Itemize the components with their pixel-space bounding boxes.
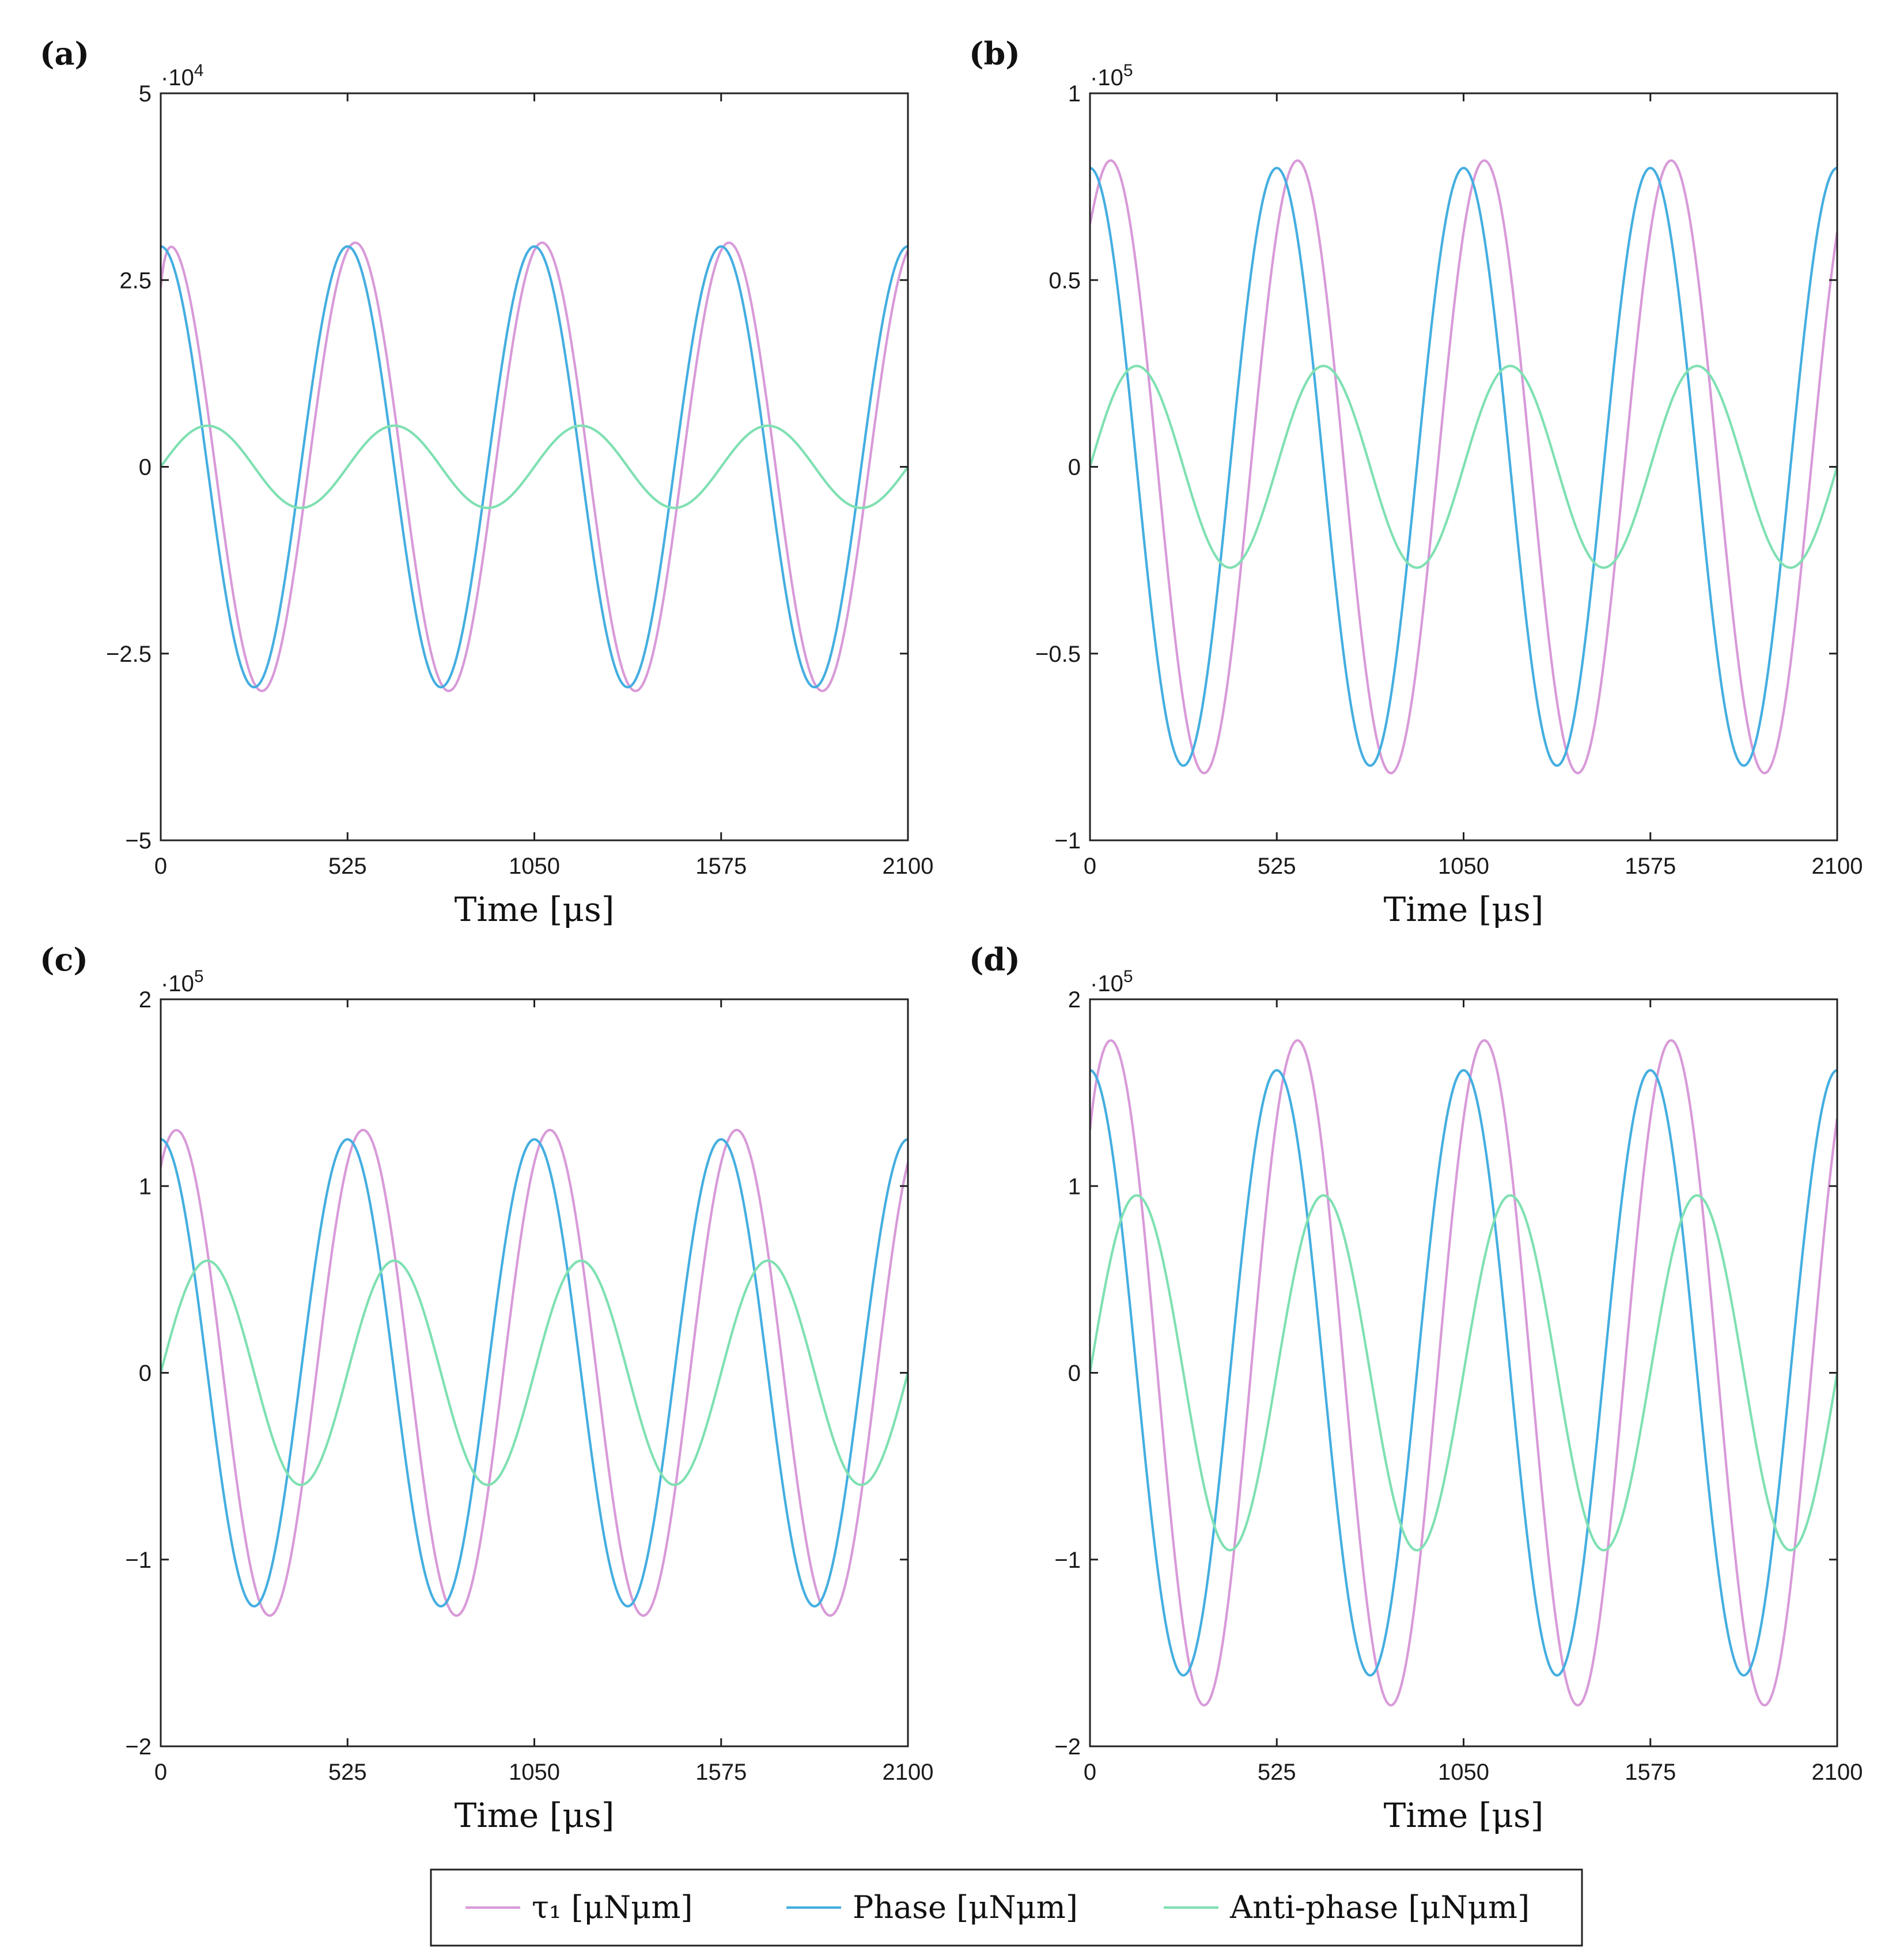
y-exponent-power: 5 (194, 967, 204, 986)
y-tick-label: 0 (1068, 455, 1081, 480)
y-exponent-label: ·105 (1090, 61, 1133, 90)
panel-label: (d) (969, 941, 1020, 978)
series-line-antiphase (161, 424, 908, 509)
y-tick-label: 2 (1068, 987, 1081, 1013)
panel-label: (c) (40, 941, 88, 978)
y-exponent-label: ·105 (161, 967, 204, 996)
chart-panel-d: (d) 0 525 1050 1575 2100 −2 −1 0 1 2 ·105 Time [μs] (969, 941, 1863, 1835)
y-tick-label: −2.5 (106, 642, 152, 667)
y-tick-label: 2.5 (119, 268, 152, 293)
x-tick-label: 2100 (1812, 854, 1863, 879)
x-axis-title: Time [μs] (455, 1796, 615, 1835)
series-line-antiphase (1090, 365, 1837, 569)
legend-item-tau1: τ₁ [μNμm] (465, 1889, 692, 1925)
y-tick-label: 1 (139, 1174, 152, 1199)
y-tick-label: 0 (139, 1361, 152, 1386)
y-exponent-base: ·10 (1090, 65, 1123, 90)
y-tick-label: −2 (125, 1734, 152, 1760)
y-tick-label: −1 (1054, 828, 1081, 854)
x-tick-label: 525 (1258, 1760, 1296, 1785)
x-tick-label: 1050 (509, 854, 560, 879)
chart-panel-c: (c) 0 525 1050 1575 2100 −2 −1 0 1 2 ·105 Time [μs] (40, 941, 933, 1835)
legend-label: Anti-phase [μNμm] (1229, 1889, 1530, 1925)
legend-item-antiphase: Anti-phase [μNμm] (1164, 1889, 1530, 1925)
x-tick-label: 1050 (1438, 854, 1489, 879)
y-exponent-label: ·105 (1090, 967, 1133, 996)
x-axis-title: Time [μs] (1384, 1796, 1544, 1835)
chart-panel-b: (b) 0 525 1050 1575 2100 −1 −0.5 0 0.5 1 ·105 Time [… (969, 35, 1863, 929)
series-line-phase (1090, 166, 1837, 767)
y-tick-label: −5 (125, 828, 152, 854)
x-tick-label: 0 (154, 1760, 167, 1785)
x-tick-label: 2100 (883, 854, 934, 879)
series-line-tau1 (1090, 1039, 1837, 1707)
series-line-antiphase (161, 1259, 908, 1487)
y-exponent-base: ·10 (161, 971, 194, 996)
panel-label: (a) (40, 35, 89, 72)
legend-label: Phase [μNμm] (853, 1889, 1078, 1925)
x-tick-label: 0 (1084, 854, 1096, 879)
series-line-antiphase (1090, 1194, 1837, 1552)
legend: τ₁ [μNμm] Phase [μNμm] Anti-phase [μNμm] (430, 1868, 1583, 1947)
x-tick-label: 1050 (1438, 1760, 1489, 1785)
x-tick-label: 525 (1258, 854, 1296, 879)
x-tick-label: 2100 (1812, 1760, 1863, 1785)
x-tick-label: 525 (328, 1760, 367, 1785)
series-line-tau1 (161, 1128, 908, 1617)
panel-label: (b) (969, 35, 1020, 72)
y-tick-label: 2 (139, 987, 152, 1013)
y-tick-label: −1 (125, 1548, 152, 1573)
y-exponent-label: ·104 (161, 61, 204, 90)
y-exponent-base: ·10 (1090, 971, 1123, 996)
y-tick-label: 1 (1068, 1174, 1081, 1199)
x-tick-label: 0 (1084, 1760, 1096, 1785)
x-tick-label: 1575 (695, 854, 747, 879)
legend-frame (430, 1868, 1583, 1947)
y-tick-label: 1 (1068, 81, 1081, 107)
series-line-phase (161, 1138, 908, 1608)
x-tick-label: 1575 (695, 1760, 747, 1785)
y-exponent-power: 5 (1123, 967, 1133, 986)
x-tick-label: 0 (154, 854, 167, 879)
x-tick-label: 2100 (883, 1760, 934, 1785)
series-line-tau1 (161, 241, 908, 692)
x-tick-label: 525 (328, 854, 367, 879)
x-tick-label: 1575 (1625, 854, 1676, 879)
y-exponent-power: 4 (194, 61, 204, 80)
y-tick-label: 0 (139, 455, 152, 480)
y-tick-label: −2 (1054, 1734, 1081, 1760)
chart-panel-a: (a) 0 525 1050 1575 2100 −5 −2.5 0 2.5 5 ·104 Time [… (40, 35, 933, 929)
y-tick-label: 5 (139, 81, 152, 107)
y-tick-label: −1 (1054, 1548, 1081, 1573)
x-axis-title: Time [μs] (1384, 890, 1544, 929)
y-tick-label: −0.5 (1035, 642, 1081, 667)
x-axis-title: Time [μs] (455, 890, 615, 929)
x-tick-label: 1575 (1625, 1760, 1676, 1785)
y-exponent-base: ·10 (161, 65, 194, 90)
y-tick-label: 0.5 (1049, 268, 1081, 293)
legend-item-phase: Phase [μNμm] (786, 1889, 1078, 1925)
x-tick-label: 1050 (509, 1760, 560, 1785)
series-line-phase (161, 245, 908, 689)
legend-label: τ₁ [μNμm] (532, 1889, 692, 1925)
series-line-tau1 (1090, 159, 1837, 775)
y-exponent-power: 5 (1123, 61, 1133, 80)
y-tick-label: 0 (1068, 1361, 1081, 1386)
